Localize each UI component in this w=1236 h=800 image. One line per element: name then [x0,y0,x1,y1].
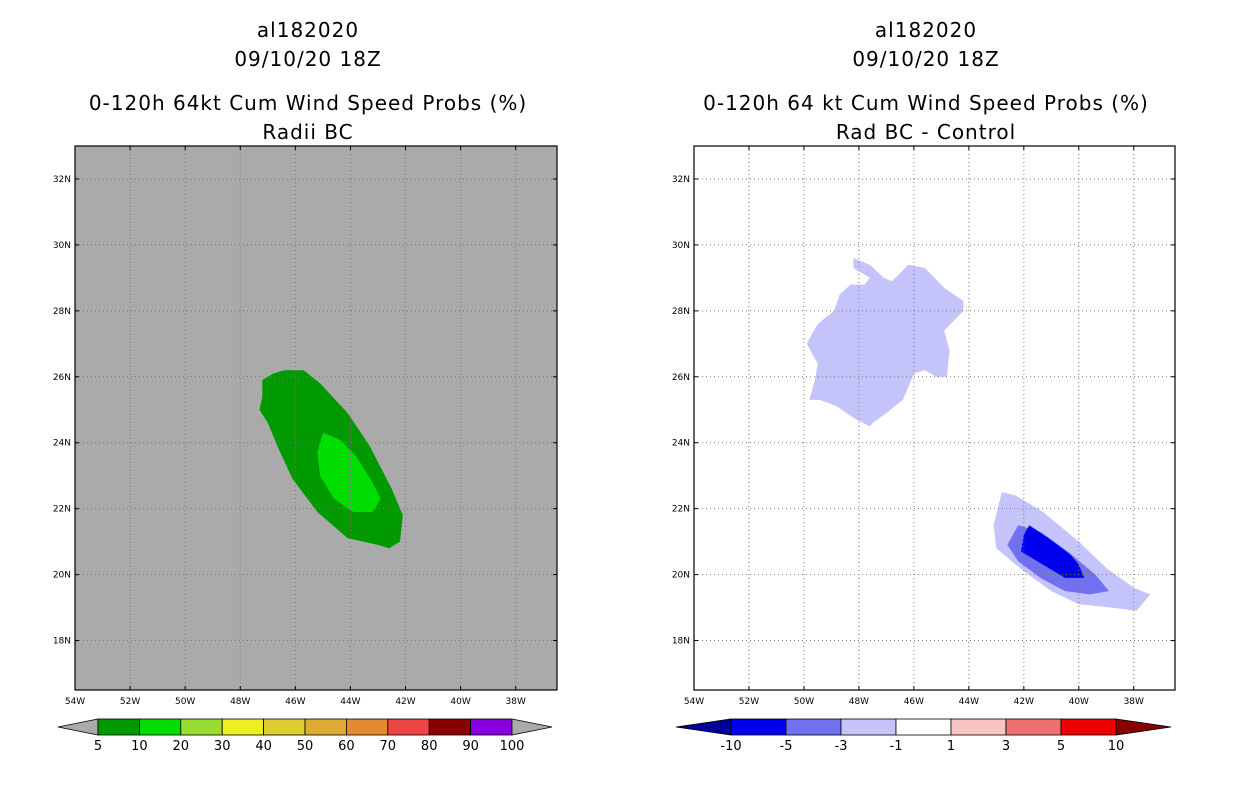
colorbar-swatch [785,718,842,736]
colorbar-label: 30 [214,739,231,754]
colorbar-swatch [895,718,952,736]
y-tick-label: 26N [672,373,690,383]
colorbar-swatch [730,718,787,736]
left-storm-id: al182020 [256,18,360,42]
colorbar-over-triangle [1115,718,1172,736]
colorbar-label: 100 [500,739,525,754]
colorbar-label: 40 [255,739,272,754]
colorbar-label: 10 [1108,739,1125,754]
y-tick-label: 20N [672,571,690,581]
colorbar-label: -10 [720,739,741,754]
x-tick-label: 54W [65,697,85,707]
colorbar-swatch [221,718,264,736]
colorbar-label: 90 [462,739,479,754]
y-tick-label: 22N [53,505,71,515]
x-tick-label: 48W [230,697,250,707]
right-subtitle: Rad BC - Control [835,120,1017,144]
plot-frame [74,145,558,691]
colorbar-label: 70 [380,739,397,754]
colorbar-label: -3 [835,739,848,754]
colorbar-under-triangle [675,718,732,736]
colorbar-swatch [840,718,897,736]
x-tick-label: 46W [904,697,924,707]
colorbar-label: -5 [780,739,793,754]
colorbar-label: 5 [1057,739,1065,754]
x-tick-label: 50W [175,697,195,707]
colorbar-over-triangle [511,718,553,736]
colorbar-swatch [345,718,389,736]
colorbar-swatch [428,718,472,736]
colorbar-label: 1 [947,739,955,754]
colorbar-label: 80 [421,739,438,754]
colorbar-swatch [470,718,513,736]
colorbar-swatch [138,718,182,736]
plot-background [694,146,1175,690]
x-tick-label: 40W [1069,697,1089,707]
y-tick-label: 28N [53,307,71,317]
x-tick-label: 42W [395,697,415,707]
colorbar-label: 50 [297,739,314,754]
right-datetime: 09/10/20 18Z [852,47,1000,71]
colorbar-swatch [1060,718,1117,736]
right-title-line: 0-120h 64 kt Cum Wind Speed Probs (%) [703,91,1149,115]
left-datetime: 09/10/20 18Z [234,47,382,71]
plot-frame [693,145,1176,691]
x-tick-label: 40W [450,697,470,707]
x-tick-label: 54W [684,697,704,707]
panel-2: 54W 52W 50W 48W 46W 44W 42W 40W 38W 18N 20N 22N 24N 2… [672,145,1176,754]
y-tick-label: 18N [672,637,690,647]
y-tick-label: 24N [672,439,690,449]
colorbar-label: -1 [890,739,903,754]
x-tick-label: 42W [1014,697,1034,707]
colorbar-label: 5 [94,739,102,754]
colorbar-swatch [304,718,347,736]
x-tick-label: 38W [1124,697,1144,707]
colorbar-swatch [263,718,306,736]
colorbar: -10 -5 -3 -1 1 3 5 10 [675,718,1172,754]
panel-1: 54W 52W 50W 48W 46W 44W 42W 40W 38W 18N 20N 22N 24N 2… [53,145,558,754]
colorbar-under-triangle [57,718,99,736]
y-tick-label: 30N [53,241,71,251]
x-tick-label: 38W [506,697,526,707]
x-tick-label: 44W [340,697,360,707]
contour--3to-1-1 [993,492,1151,611]
y-tick-label: 26N [53,373,71,383]
right-storm-id: al182020 [874,18,978,42]
x-tick-label: 50W [794,697,814,707]
colorbar-swatch [950,718,1007,736]
y-tick-label: 22N [672,505,690,515]
left-subtitle: Radii BC [262,120,354,144]
left-chart-title: al182020 09/10/20 18Z 0-120h 64kt Cum Wi… [58,16,558,147]
colorbar-label: 10 [131,739,148,754]
colorbar-swatch [1005,718,1062,736]
y-tick-label: 18N [53,637,71,647]
y-tick-label: 32N [53,175,71,185]
left-title-line: 0-120h 64kt Cum Wind Speed Probs (%) [88,91,528,115]
colorbar-swatch [387,718,430,736]
contour--3to-1-0 [806,258,964,427]
y-tick-label: 24N [53,439,71,449]
colorbar: 5 10 20 30 40 50 60 70 80 90 100 [57,718,553,754]
y-tick-label: 28N [672,307,690,317]
contour-10-20-1 [317,432,381,512]
x-tick-label: 46W [285,697,305,707]
x-tick-label: 44W [959,697,979,707]
y-tick-label: 30N [672,241,690,251]
contour--10to-5-3 [1021,525,1085,578]
right-chart-title: al182020 09/10/20 18Z 0-120h 64 kt Cum W… [676,16,1176,147]
y-tick-label: 32N [672,175,690,185]
colorbar-swatch [97,718,140,736]
x-tick-label: 52W [120,697,140,707]
colorbar-label: 20 [173,739,190,754]
x-tick-label: 52W [739,697,759,707]
colorbar-swatch [180,718,223,736]
colorbar-label: 3 [1002,739,1010,754]
colorbar-label: 60 [338,739,355,754]
y-tick-label: 20N [53,571,71,581]
x-tick-label: 48W [849,697,869,707]
